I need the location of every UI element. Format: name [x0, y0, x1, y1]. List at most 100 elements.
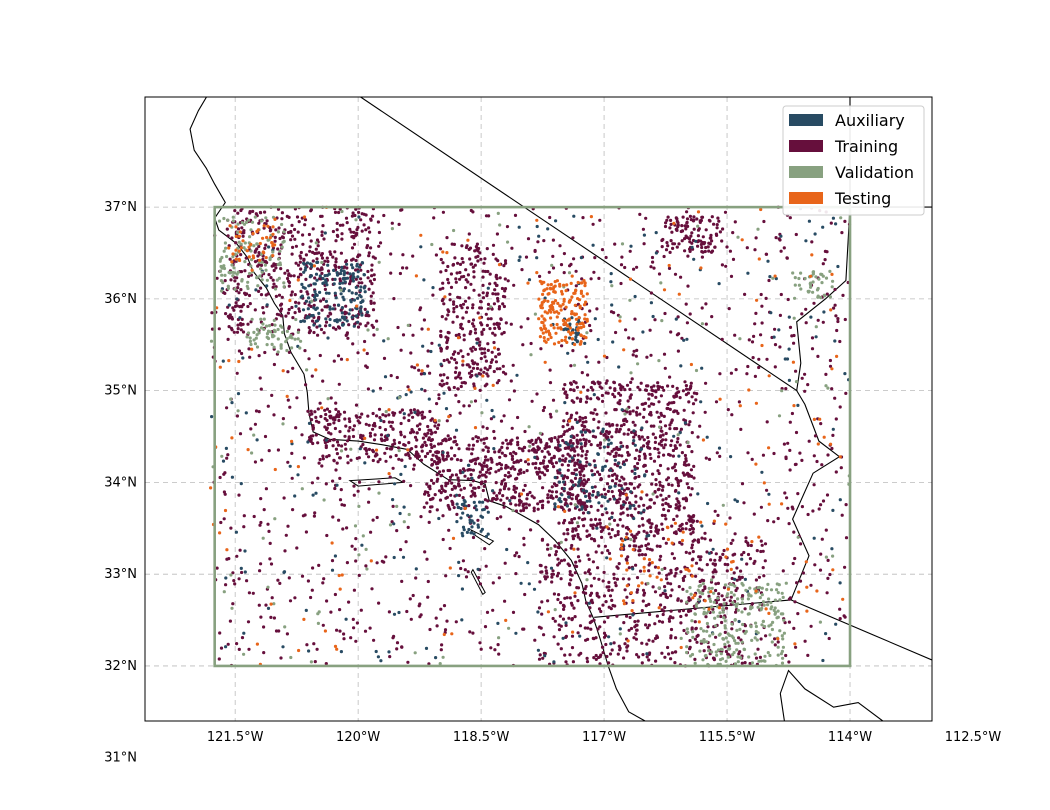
- data-point: [587, 462, 592, 466]
- data-point: [315, 278, 319, 282]
- data-point: [720, 620, 724, 625]
- data-point: [605, 482, 610, 486]
- data-point: [492, 369, 496, 374]
- data-point: [453, 256, 457, 260]
- data-point: [309, 239, 313, 243]
- data-point: [448, 468, 452, 473]
- data-point: [663, 224, 668, 229]
- data-point: [751, 356, 755, 360]
- data-point: [582, 524, 586, 528]
- data-point: [684, 613, 688, 617]
- data-point: [781, 637, 785, 641]
- data-point: [489, 360, 493, 364]
- data-point: [472, 362, 476, 366]
- data-point: [598, 522, 602, 526]
- data-point: [259, 286, 263, 290]
- data-point: [483, 257, 487, 261]
- data-point: [675, 228, 679, 232]
- data-point: [654, 483, 658, 487]
- data-point: [503, 599, 507, 603]
- data-point: [676, 315, 680, 319]
- data-point: [360, 313, 364, 317]
- data-point: [473, 249, 477, 253]
- data-point: [783, 491, 787, 495]
- data-point: [350, 291, 354, 295]
- data-point: [250, 220, 255, 224]
- data-point: [568, 570, 572, 574]
- data-point: [660, 385, 665, 390]
- data-point: [760, 470, 764, 474]
- data-point: [476, 337, 480, 341]
- data-point: [617, 365, 621, 369]
- data-point: [586, 388, 590, 392]
- data-point: [638, 212, 642, 216]
- data-point: [710, 586, 714, 590]
- data-point: [783, 357, 787, 361]
- data-point: [276, 578, 280, 582]
- data-point: [352, 298, 356, 302]
- data-point: [662, 609, 666, 613]
- data-point: [265, 303, 269, 307]
- data-point: [429, 418, 433, 422]
- data-point: [746, 541, 750, 545]
- data-point: [678, 540, 682, 545]
- data-point: [401, 555, 406, 559]
- data-point: [262, 651, 266, 655]
- data-point: [366, 328, 370, 332]
- data-point: [733, 498, 737, 502]
- data-point: [561, 636, 565, 640]
- data-point: [624, 328, 628, 332]
- data-point: [460, 257, 464, 261]
- data-point: [578, 465, 582, 469]
- data-point: [602, 594, 607, 598]
- data-point: [570, 480, 575, 484]
- data-point: [466, 352, 470, 356]
- data-point: [591, 388, 595, 392]
- data-point: [390, 420, 394, 424]
- data-point: [565, 411, 569, 415]
- data-point: [843, 372, 847, 376]
- data-point: [479, 438, 483, 442]
- data-point: [466, 280, 470, 284]
- data-point: [589, 397, 593, 401]
- data-point: [752, 561, 756, 566]
- data-point: [534, 450, 539, 454]
- data-point: [500, 451, 504, 455]
- data-point: [785, 357, 790, 361]
- data-point: [642, 444, 646, 448]
- data-point: [393, 482, 397, 486]
- data-point: [270, 393, 274, 397]
- data-point: [310, 314, 314, 318]
- data-point: [288, 405, 292, 409]
- data-point: [245, 579, 249, 583]
- data-point: [364, 422, 368, 426]
- data-point: [479, 299, 483, 304]
- data-point: [649, 413, 653, 417]
- data-point: [778, 629, 782, 633]
- data-point: [583, 626, 587, 630]
- data-point: [597, 276, 601, 280]
- data-point: [453, 358, 457, 362]
- data-point: [236, 323, 240, 327]
- data-point: [663, 566, 667, 571]
- data-point: [645, 531, 649, 535]
- data-point: [653, 440, 658, 444]
- data-point: [344, 259, 348, 263]
- data-point: [568, 264, 572, 268]
- data-point: [814, 325, 818, 329]
- data-point: [799, 542, 803, 546]
- data-point: [357, 553, 361, 557]
- data-point: [830, 387, 834, 391]
- data-point: [623, 412, 627, 416]
- data-point: [738, 577, 742, 581]
- data-point: [596, 627, 600, 631]
- data-point: [368, 431, 372, 435]
- data-point: [252, 433, 256, 437]
- data-point: [459, 516, 463, 520]
- data-point: [448, 479, 452, 483]
- data-point: [255, 438, 259, 442]
- data-point: [243, 260, 247, 264]
- data-point: [504, 438, 508, 442]
- data-point: [559, 434, 564, 438]
- data-point: [470, 489, 474, 493]
